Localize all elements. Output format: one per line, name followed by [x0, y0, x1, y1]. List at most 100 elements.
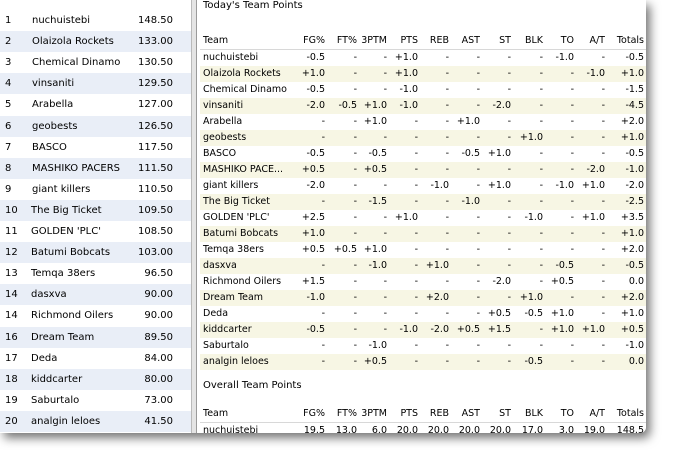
cell: +1.0	[620, 132, 644, 143]
table-row: dasxva - - -1.0- +1.0- - - -0.5- -0.5	[200, 258, 646, 274]
team-name: vinsaniti	[203, 100, 244, 111]
cell: -	[539, 116, 543, 127]
column-header: REB	[429, 35, 449, 46]
standing-row: 5 Arabella 127.00	[0, 94, 191, 115]
cell: +0.5	[363, 164, 387, 175]
cell: -	[383, 84, 387, 95]
cell: -1.0	[399, 324, 418, 335]
cell: -	[507, 164, 511, 175]
cell: -	[414, 180, 418, 191]
cell: -	[445, 84, 449, 95]
cell: -0.5	[338, 100, 357, 111]
column-header: FG%	[303, 408, 325, 419]
cell: -1.0	[399, 84, 418, 95]
cell: -	[353, 340, 357, 351]
cell: -2.0	[306, 180, 325, 191]
cell: -	[507, 228, 511, 239]
cell: -	[601, 132, 605, 143]
team-name: giant killers	[32, 183, 91, 195]
cell: -1.0	[399, 100, 418, 111]
cell: -	[353, 308, 357, 319]
cell: -	[353, 324, 357, 335]
cell: -	[383, 52, 387, 63]
cell: -0.5	[368, 148, 387, 159]
cell: +0.5	[301, 164, 325, 175]
rank: 7	[5, 141, 12, 153]
cell: +1.0	[550, 324, 574, 335]
cell: -	[414, 340, 418, 351]
cell: -0.5	[625, 260, 644, 271]
team-name: Arabella	[32, 99, 74, 111]
cell: +1.0	[519, 132, 543, 143]
cell: +0.5	[301, 244, 325, 255]
cell: -	[570, 116, 574, 127]
cell: +1.0	[487, 148, 511, 159]
cell: 6.0	[371, 425, 387, 433]
cell: -	[383, 292, 387, 303]
cell: -2.0	[625, 180, 644, 191]
cell: -1.0	[524, 212, 543, 223]
column-header: Team	[203, 35, 229, 46]
cell: +1.5	[487, 324, 511, 335]
cell: -	[570, 356, 574, 367]
cell: -0.5	[306, 324, 325, 335]
column-header: Team	[203, 408, 229, 419]
rank: 13	[5, 268, 18, 280]
cell: +0.5	[550, 276, 574, 287]
column-header: PTS	[400, 408, 418, 419]
column-header: REB	[429, 408, 449, 419]
column-header: TO	[560, 35, 574, 46]
cell: -1.0	[586, 68, 605, 79]
cell: -	[507, 116, 511, 127]
team-name: analgin leloes	[31, 415, 101, 427]
cell: -1.0	[555, 180, 574, 191]
cell: -1.0	[368, 340, 387, 351]
cell: -	[414, 228, 418, 239]
cell: -	[476, 228, 480, 239]
cell: -1.0	[625, 164, 644, 175]
cell: -	[570, 84, 574, 95]
rank: 4	[5, 78, 12, 90]
cell: -	[445, 100, 449, 111]
cell: -1.5	[625, 84, 644, 95]
column-header: FT%	[336, 408, 357, 419]
column-header: AST	[461, 408, 480, 419]
team-name: Chemical Dinamo	[203, 84, 287, 95]
table-row: BASCO -0.5- -0.5- - -0.5 +1.0- - - -0.5	[200, 146, 646, 162]
cell: -	[445, 244, 449, 255]
standing-row: 17 Deda 84.00	[0, 348, 191, 369]
rank: 19	[5, 394, 18, 406]
cell: -	[353, 276, 357, 287]
team-name: BASCO	[203, 148, 237, 159]
cell: -	[476, 164, 480, 175]
team-name: Richmond Oilers	[203, 276, 282, 287]
cell: -	[353, 132, 357, 143]
rank: 3	[5, 57, 12, 69]
cell: -	[476, 68, 480, 79]
cell: -	[383, 276, 387, 287]
cell: -0.5	[461, 148, 480, 159]
cell: -	[476, 100, 480, 111]
cell: -2.0	[492, 100, 511, 111]
cell: -	[414, 116, 418, 127]
rank: 20	[5, 415, 18, 427]
cell: -2.0	[430, 324, 449, 335]
cell: +1.0	[363, 244, 387, 255]
cell: -	[353, 68, 357, 79]
cell: -	[321, 340, 325, 351]
column-header: FG%	[303, 35, 325, 46]
splitter[interactable]	[191, 0, 197, 433]
cell: -	[476, 132, 480, 143]
cell: -	[445, 164, 449, 175]
cell: +1.0	[550, 308, 574, 319]
standing-row: 4 vinsaniti 129.50	[0, 73, 191, 95]
cell: -	[570, 244, 574, 255]
team-name: BASCO	[32, 141, 67, 153]
cell: +2.0	[620, 292, 644, 303]
cell: -0.5	[625, 148, 644, 159]
cell: -	[383, 228, 387, 239]
table-row: giant killers -2.0- - - -1.0- +1.0- -1.0 +1.0 -2…	[200, 178, 646, 194]
column-header: AST	[461, 35, 480, 46]
rank: 11	[5, 226, 18, 237]
section-title: Today's Team Points	[203, 0, 303, 11]
